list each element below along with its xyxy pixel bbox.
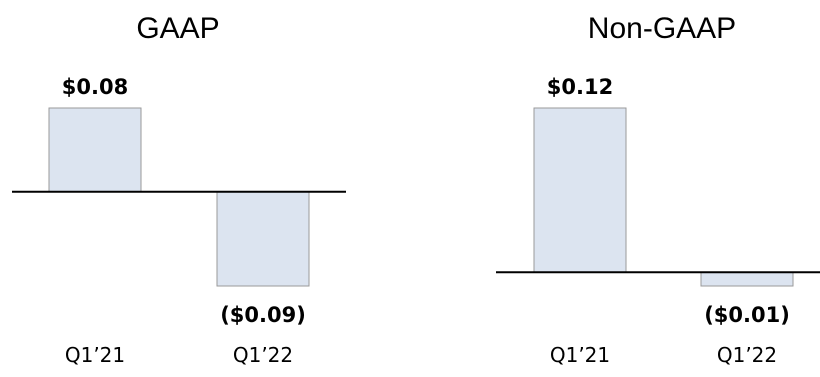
data-label-1: ($0.01) [704,303,790,327]
bar-1 [700,271,794,287]
bar-0 [48,107,142,193]
data-label-1: ($0.09) [220,303,306,327]
tick-label-0: Q1’21 [550,343,610,367]
chart-title: GAAP [136,12,219,45]
non-gaap-chart: Non-GAAP $0.12 ($0.01) Q1’21 Q1’22 [496,12,820,367]
data-label-0: $0.08 [62,75,128,99]
data-label-0: $0.12 [547,75,613,99]
bar-1 [216,191,310,287]
gaap-chart: GAAP $0.08 ($0.09) Q1’21 Q1’22 [12,12,346,367]
chart-title: Non-GAAP [588,12,736,45]
tick-label-1: Q1’22 [233,343,293,367]
tick-label-1: Q1’22 [717,343,777,367]
tick-label-0: Q1’21 [65,343,125,367]
bar-0 [533,107,627,273]
